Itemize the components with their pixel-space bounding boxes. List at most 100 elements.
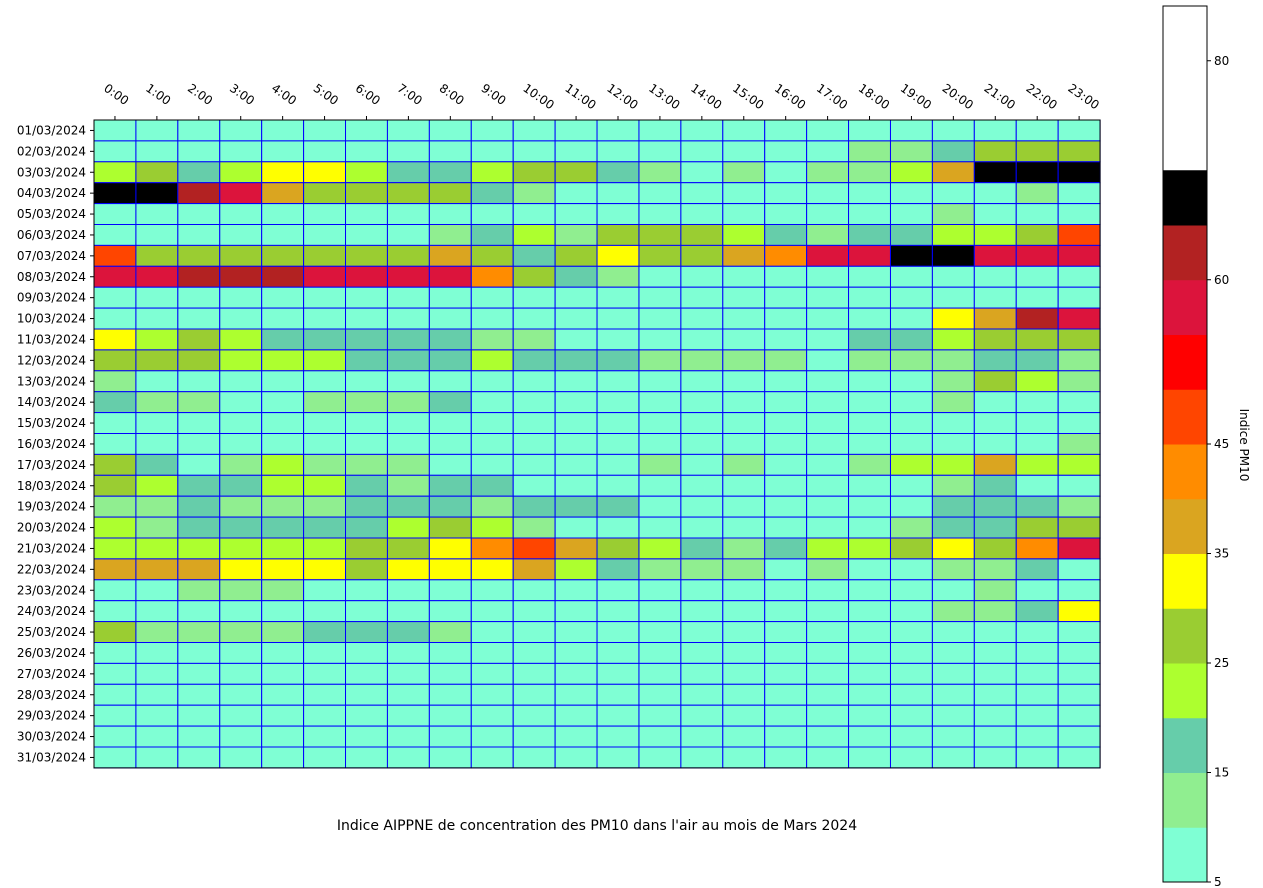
heatmap-cell <box>428 453 472 476</box>
heatmap-cell <box>177 516 221 539</box>
heatmap-cell <box>428 286 472 309</box>
heatmap-cell <box>973 474 1017 497</box>
heatmap-cell <box>135 662 179 685</box>
heatmap-cell <box>1015 391 1059 414</box>
heatmap-cell <box>512 391 556 414</box>
heatmap-cell <box>219 161 263 184</box>
heatmap-cell <box>428 474 472 497</box>
heatmap-cell <box>177 621 221 643</box>
x-tick-label: 23:00 <box>1065 81 1101 112</box>
heatmap-cell <box>386 579 430 602</box>
y-tick-labels: 01/03/2024 02/03/2024 03/03/2024 04/03/2024… <box>17 123 94 764</box>
x-tick-label: 21:00 <box>982 81 1018 112</box>
heatmap-cell <box>345 725 388 748</box>
heatmap-cell <box>428 746 472 769</box>
heatmap-cell <box>806 140 850 163</box>
heatmap-cell <box>973 370 1017 393</box>
heatmap-cell <box>638 683 682 706</box>
heatmap-cell <box>303 516 347 539</box>
heatmap-cell <box>638 224 682 246</box>
heatmap-cell <box>638 579 682 602</box>
heatmap-cell <box>135 433 179 455</box>
heatmap-cell <box>177 370 221 393</box>
heatmap-cell <box>470 433 514 455</box>
heatmap-cell <box>261 474 305 497</box>
heatmap-cell <box>93 642 137 664</box>
colorbar-segment <box>1163 498 1207 554</box>
heatmap-cell <box>722 203 766 226</box>
heatmap-cell <box>931 265 975 288</box>
heatmap-cell <box>638 621 682 643</box>
y-tick-label: 15/03/2024 <box>17 416 86 430</box>
heatmap-cell <box>219 453 263 476</box>
heatmap-cell <box>722 621 766 643</box>
heatmap-cell <box>806 224 850 246</box>
heatmap-cell <box>428 683 472 706</box>
heatmap-cell <box>931 244 975 267</box>
heatmap-cell <box>680 746 724 769</box>
heatmap-cell <box>973 495 1017 518</box>
heatmap-cell <box>1015 370 1059 393</box>
heatmap-cell <box>512 683 556 706</box>
heatmap-cell <box>973 286 1017 309</box>
heatmap-cell <box>889 474 933 497</box>
heatmap-cell <box>386 328 430 351</box>
heatmap-cell <box>764 558 808 581</box>
heatmap-cell <box>428 140 472 163</box>
heatmap-cell <box>93 621 137 643</box>
heatmap-cell <box>470 391 514 414</box>
heatmap-cell <box>889 328 933 351</box>
heatmap-cell <box>93 203 137 226</box>
heatmap-cell <box>680 662 724 685</box>
heatmap-cell <box>764 224 808 246</box>
heatmap-cell <box>345 182 388 205</box>
heatmap-cell <box>931 621 975 643</box>
heatmap-cell <box>135 412 179 435</box>
heatmap-cell <box>680 140 724 163</box>
heatmap-cell <box>638 453 682 476</box>
heatmap-cell <box>303 182 347 205</box>
heatmap-cell <box>554 370 598 393</box>
heatmap-cell <box>889 746 933 769</box>
heatmap-cell <box>931 370 975 393</box>
heatmap-cell <box>303 537 347 560</box>
heatmap-cell <box>806 558 850 581</box>
heatmap-cell <box>386 453 430 476</box>
heatmap-cell <box>470 621 514 643</box>
y-tick-label: 10/03/2024 <box>17 312 86 326</box>
heatmap-cell <box>512 642 556 664</box>
heatmap-cell <box>848 453 891 476</box>
heatmap-cell <box>806 119 850 142</box>
heatmap-cell <box>973 182 1017 205</box>
heatmap-cell <box>722 140 766 163</box>
heatmap-cell <box>554 244 598 267</box>
heatmap-cell <box>177 203 221 226</box>
heatmap-cell <box>722 265 766 288</box>
heatmap-cell <box>1057 370 1101 393</box>
x-tick-label: 18:00 <box>856 81 892 112</box>
heatmap-cell <box>470 412 514 435</box>
heatmap-cell <box>554 600 598 623</box>
heatmap-cell <box>470 537 514 560</box>
x-tick-label: 10:00 <box>520 81 556 112</box>
heatmap-cell <box>1015 182 1059 205</box>
heatmap-cell <box>303 621 347 643</box>
heatmap-cell <box>973 683 1017 706</box>
heatmap-cell <box>261 662 305 685</box>
heatmap-cell <box>345 286 388 309</box>
heatmap-cell <box>722 579 766 602</box>
heatmap-cell <box>345 495 388 518</box>
heatmap-cell <box>93 244 137 267</box>
heatmap-cell <box>848 662 891 685</box>
heatmap-cell <box>303 244 347 267</box>
heatmap-cell <box>638 140 682 163</box>
heatmap-cell <box>135 495 179 518</box>
heatmap-cell <box>135 140 179 163</box>
heatmap-cell <box>261 286 305 309</box>
heatmap-cell <box>177 662 221 685</box>
heatmap-cell <box>512 119 556 142</box>
heatmap-cell <box>177 161 221 184</box>
heatmap-cell <box>1015 307 1059 330</box>
heatmap-cell <box>177 119 221 142</box>
y-tick-label: 22/03/2024 <box>17 562 86 576</box>
